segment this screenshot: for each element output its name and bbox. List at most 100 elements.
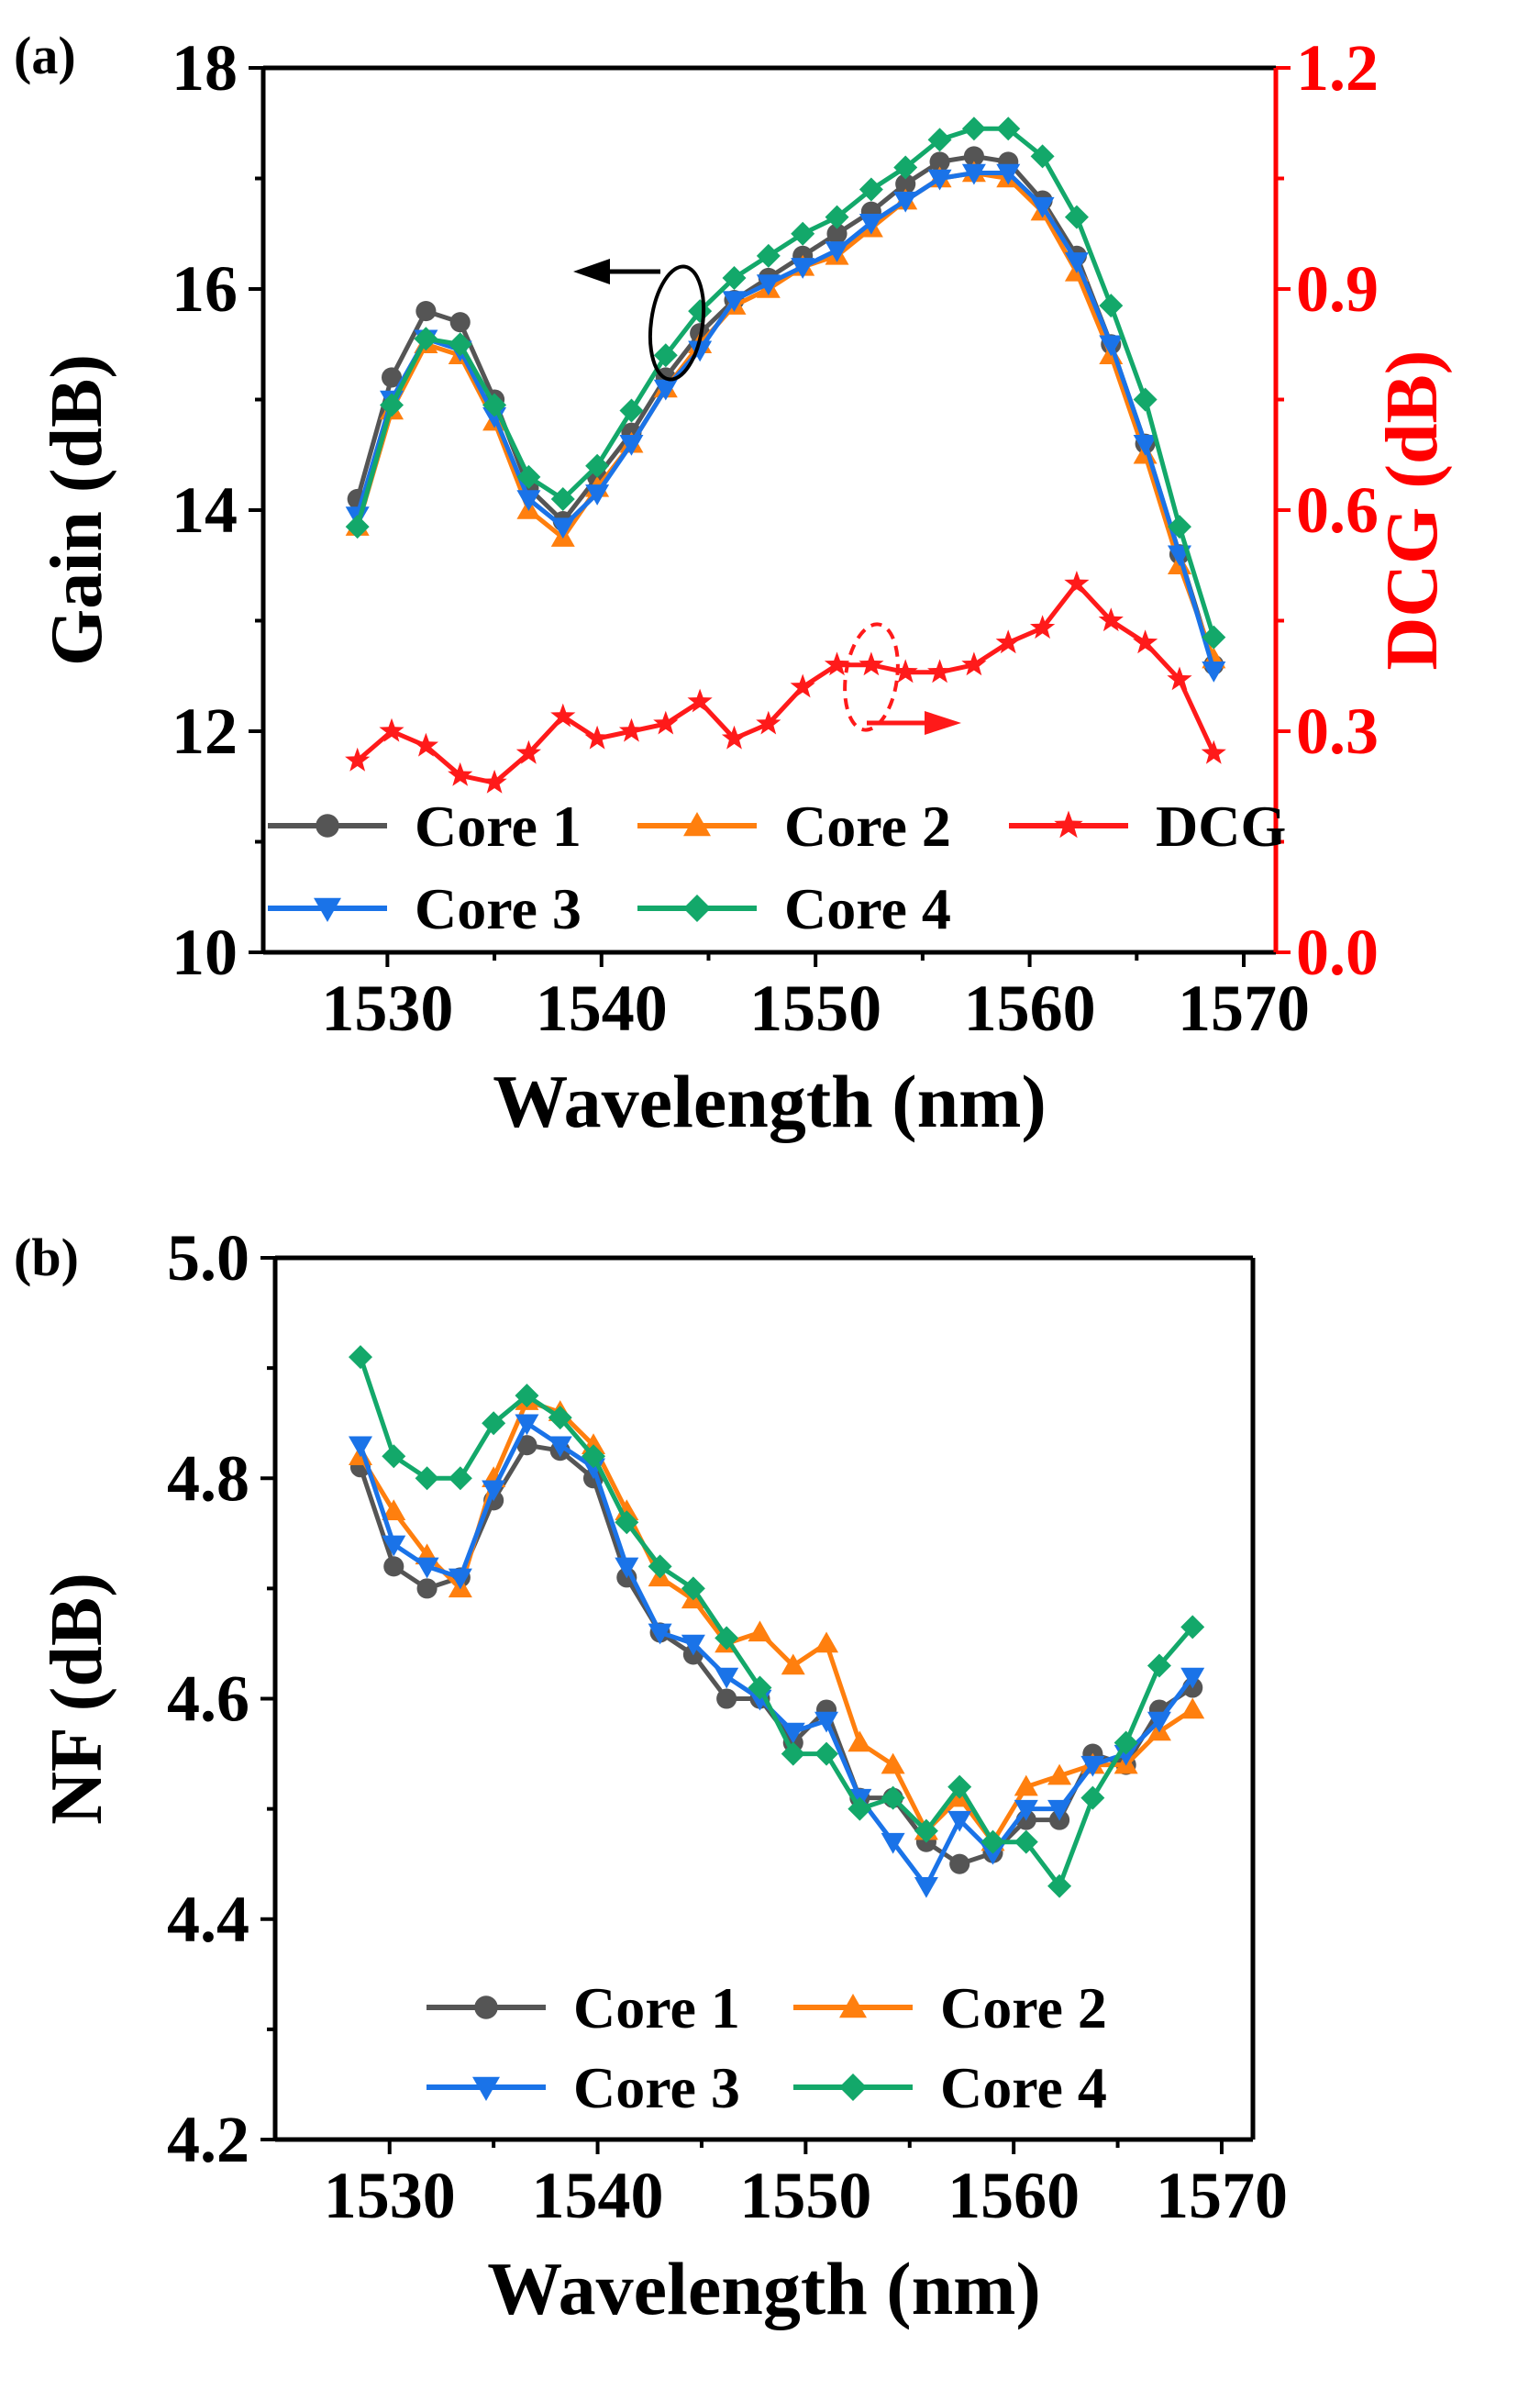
legend-label: Core 4 [784,876,951,941]
data-point [892,659,918,684]
data-point [859,177,883,202]
panel-a-gain-dcg-chart: (a) 1530 1540 1550 1560 1570 10 12 14 16 18 0.0 0.3… [14,26,1453,1143]
data-point [1147,1653,1171,1678]
panel-b-label: (b) [14,1228,79,1287]
data-point [449,312,471,333]
data-point [859,651,884,676]
legend-label: Core 3 [415,876,582,941]
legend-label: Core 1 [573,1975,740,2040]
data-point [781,1653,805,1675]
y-right-axis-title: DCG (dB) [1372,350,1453,671]
data-point [688,299,713,324]
data-point [414,327,438,351]
legend-entry: Core 3 [268,876,582,941]
data-point [619,398,644,423]
data-point [981,1843,1005,1865]
data-point [825,205,849,229]
series-core-2 [345,161,1226,669]
data-point [781,1722,805,1744]
y-tick-label: 18 [172,31,238,105]
data-point [379,717,404,742]
panel-a-label: (a) [14,26,76,85]
legend-label: Core 2 [940,1975,1107,2040]
data-point [1014,1799,1038,1821]
data-point [515,739,541,764]
legend-entry: Core 1 [427,1975,740,2040]
data-point [382,1499,406,1521]
data-point [895,173,916,195]
series-core-1 [349,1435,1203,1874]
data-point [927,128,952,152]
data-point [1147,1711,1171,1733]
data-point [345,747,371,772]
data-point [415,1466,439,1491]
data-point [516,1435,537,1456]
y-right-tick-label: 1.2 [1296,31,1379,105]
data-point [382,1444,406,1469]
legend-marker [316,814,339,838]
data-point [721,725,748,750]
data-point [1080,1785,1105,1810]
data-point [814,1631,839,1653]
legend-label: Core 4 [940,2055,1107,2120]
data-point [949,1853,970,1874]
data-point [716,1688,737,1709]
series-line [355,171,1216,672]
x-tick-label: 1570 [1156,2159,1288,2232]
data-point [415,301,437,322]
data-point [1167,515,1191,539]
data-point [381,367,403,388]
data-point [482,1480,506,1502]
data-point [927,659,953,684]
legend-entry: Core 2 [637,794,951,859]
data-point [482,393,507,417]
data-point [715,1626,739,1651]
y-right-tick-label: 0.3 [1296,695,1379,768]
legend-entry: DCG [1009,794,1286,859]
data-point [947,1810,972,1832]
data-point [448,1466,472,1491]
data-point [1202,625,1226,650]
data-point [848,1730,872,1752]
series-core-2 [348,1389,1205,1851]
data-point [961,651,987,676]
x-tick-label: 1540 [532,2159,664,2232]
legend-entry: Core 4 [793,2055,1107,2120]
gain-series-annotation-ellipse [648,264,706,382]
y-tick-label: 4.6 [167,1662,249,1736]
data-point [1098,607,1124,632]
data-point [825,241,849,262]
data-point [653,343,678,368]
data-point [1180,1615,1205,1640]
data-point [550,486,575,511]
data-point [748,1620,772,1642]
data-point [1099,294,1124,318]
legend-entry: Core 1 [268,794,582,859]
legend-marker [474,1995,498,2019]
legend-label: Core 3 [573,2055,740,2120]
data-point [1113,1730,1138,1755]
data-point [515,1384,539,1408]
y-tick-label: 14 [172,473,238,547]
data-point [548,1406,572,1430]
data-point [1133,629,1158,654]
data-point [615,1557,639,1579]
data-point [1064,252,1089,273]
data-point [1030,196,1055,218]
data-point [1202,661,1226,683]
data-point [981,1829,1005,1854]
data-point [615,1510,639,1535]
data-point [1133,434,1158,456]
y-tick-label: 4.2 [167,2103,249,2176]
y-axis-title: Gain (dB) [37,354,117,666]
data-point [1030,615,1056,639]
data-point [653,710,679,735]
series-core-4 [348,1345,1205,1898]
data-point [448,1568,472,1590]
data-point [1064,205,1089,229]
y-tick-label: 4.4 [167,1883,249,1956]
y-tick-label: 4.8 [167,1441,249,1515]
data-point [1167,666,1192,691]
data-point [848,1796,872,1821]
